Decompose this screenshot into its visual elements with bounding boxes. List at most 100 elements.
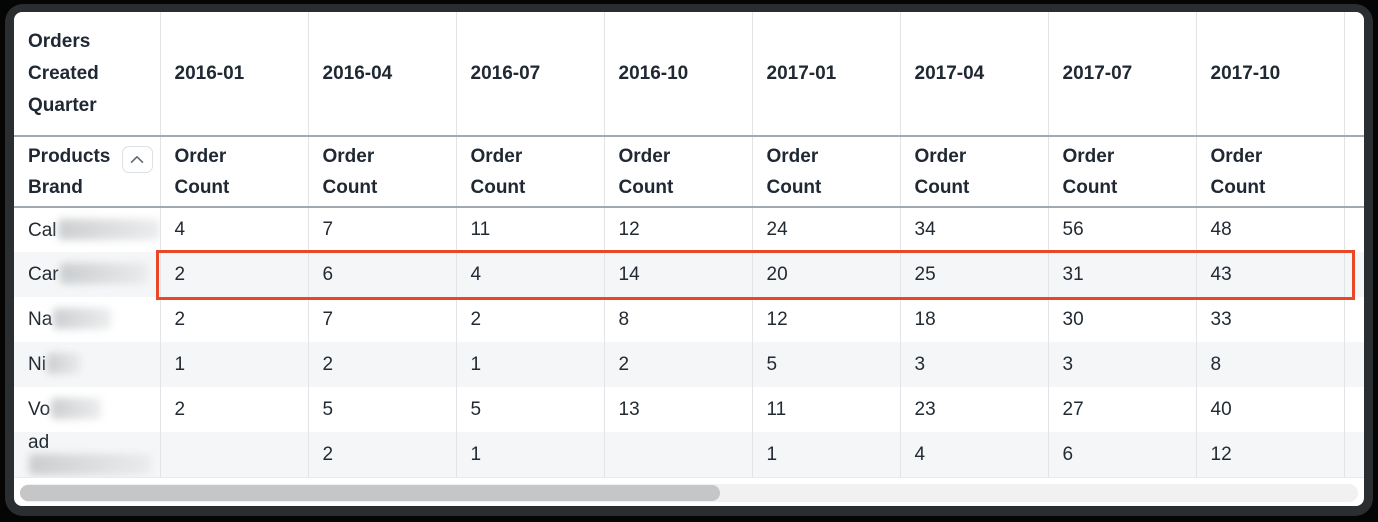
value-cell[interactable]: 4 (159, 207, 308, 252)
value-cell[interactable]: 7 (307, 297, 456, 342)
value-cell[interactable]: 3 (899, 342, 1048, 387)
corner-header-label: Orders Created Quarter (28, 30, 99, 116)
brand-row-header-cell[interactable]: Cal (14, 207, 160, 252)
value-cell[interactable]: 27 (1047, 387, 1196, 432)
value-cell[interactable]: 5 (751, 342, 900, 387)
value-cell[interactable]: 33 (1195, 297, 1344, 342)
metric-header-cell[interactable]: Order Count (455, 136, 604, 208)
value-cell[interactable]: 1 (159, 342, 308, 387)
value-cell[interactable]: 20 (751, 252, 900, 297)
value-cell[interactable] (603, 432, 752, 478)
quarter-header-row: Orders Created Quarter 2016-01 2016-04 201… (14, 12, 1364, 137)
quarter-header-cell[interactable]: 2017-01 (751, 12, 900, 137)
redacted-text-blur (57, 218, 160, 240)
value-cell[interactable]: 7 (307, 207, 456, 252)
value-cell[interactable]: 2 (159, 297, 308, 342)
clipped-next-column-cell (1343, 297, 1364, 342)
metric-header-cell[interactable]: Order Count (1195, 136, 1344, 208)
quarter-header-label: 2017-01 (766, 62, 837, 84)
value-cell[interactable]: 14 (603, 252, 752, 297)
metric-label: Order Count (914, 145, 970, 198)
pivot-table-body: Cal 4 7 11 12 24 34 56 48 Car 2 6 4 14 20 25 31 43 Na 2 7 2 8 1… (14, 207, 1364, 478)
quarter-header-cell[interactable]: 2016-01 (159, 12, 308, 137)
metric-label: Order Count (174, 145, 230, 198)
value-cell[interactable]: 8 (1195, 342, 1344, 387)
brand-row-header-cell[interactable]: ad (14, 432, 160, 478)
value-cell[interactable]: 3 (1047, 342, 1196, 387)
value-cell[interactable]: 31 (1047, 252, 1196, 297)
clipped-next-column-cell (1343, 12, 1364, 137)
value-cell[interactable]: 2 (603, 342, 752, 387)
quarter-header-cell[interactable]: 2016-07 (455, 12, 604, 137)
value-cell[interactable]: 24 (751, 207, 900, 252)
chevron-up-icon (130, 152, 144, 167)
value-cell[interactable]: 2 (307, 432, 456, 478)
table-row: Cal 4 7 11 12 24 34 56 48 (14, 207, 1364, 252)
value-cell[interactable]: 30 (1047, 297, 1196, 342)
value-cell[interactable]: 13 (603, 387, 752, 432)
value-cell[interactable]: 56 (1047, 207, 1196, 252)
value-cell[interactable]: 2 (307, 342, 456, 387)
table-row: Vo 2 5 5 13 11 23 27 40 (14, 387, 1364, 432)
value-cell[interactable]: 12 (751, 297, 900, 342)
value-cell[interactable]: 1 (455, 342, 604, 387)
sort-ascending-button[interactable] (121, 146, 153, 173)
value-cell[interactable]: 43 (1195, 252, 1344, 297)
brand-label-prefix: Cal (28, 219, 57, 241)
value-cell[interactable]: 4 (455, 252, 604, 297)
clipped-next-column-cell (1343, 252, 1364, 297)
value-cell[interactable]: 2 (159, 387, 308, 432)
value-cell[interactable]: 5 (455, 387, 604, 432)
value-cell[interactable]: 12 (1195, 432, 1344, 478)
value-cell[interactable]: 18 (899, 297, 1048, 342)
pivot-table-panel: Orders Created Quarter 2016-01 2016-04 201… (14, 12, 1364, 506)
value-cell[interactable]: 12 (603, 207, 752, 252)
corner-header-cell[interactable]: Orders Created Quarter (14, 12, 160, 137)
brand-row-header-cell[interactable]: Na (14, 297, 160, 342)
quarter-header-cell[interactable]: 2017-04 (899, 12, 1048, 137)
value-cell[interactable]: 34 (899, 207, 1048, 252)
value-cell[interactable]: 6 (1047, 432, 1196, 478)
value-cell[interactable]: 5 (307, 387, 456, 432)
value-cell[interactable]: 4 (899, 432, 1048, 478)
redacted-text-blur (29, 454, 151, 475)
metric-header-cell[interactable]: Order Count (899, 136, 1048, 208)
value-cell[interactable]: 6 (307, 252, 456, 297)
clipped-next-column-cell (1343, 136, 1364, 208)
metric-header-cell[interactable]: Order Count (751, 136, 900, 208)
value-cell[interactable] (159, 432, 308, 478)
quarter-header-cell[interactable]: 2016-04 (307, 12, 456, 137)
metric-header-cell[interactable]: Order Count (307, 136, 456, 208)
table-row: Na 2 7 2 8 12 18 30 33 (14, 297, 1364, 342)
value-cell[interactable]: 8 (603, 297, 752, 342)
metric-label: Order Count (618, 145, 674, 198)
metric-label: Order Count (1210, 145, 1266, 198)
brand-row-header-cell[interactable]: Vo (14, 387, 160, 432)
value-cell[interactable]: 40 (1195, 387, 1344, 432)
value-cell[interactable]: 11 (455, 207, 604, 252)
horizontal-scrollbar[interactable] (20, 484, 1358, 502)
value-cell[interactable]: 2 (455, 297, 604, 342)
value-cell[interactable]: 11 (751, 387, 900, 432)
value-cell[interactable]: 48 (1195, 207, 1344, 252)
quarter-header-cell[interactable]: 2017-07 (1047, 12, 1196, 137)
value-cell[interactable]: 23 (899, 387, 1048, 432)
row-dimension-header-cell[interactable]: Products Brand (14, 136, 160, 208)
value-cell[interactable]: 1 (751, 432, 900, 478)
quarter-header-label: 2017-10 (1210, 62, 1281, 84)
value-cell[interactable]: 1 (455, 432, 604, 478)
scrollbar-thumb[interactable] (20, 485, 720, 501)
value-cell[interactable]: 25 (899, 252, 1048, 297)
value-cell[interactable]: 2 (159, 252, 308, 297)
brand-label-prefix: Na (28, 309, 53, 330)
brand-row-header-cell[interactable]: Car (14, 252, 160, 297)
quarter-header-cell[interactable]: 2016-10 (603, 12, 752, 137)
brand-row-header-cell[interactable]: Ni (14, 342, 160, 387)
metric-header-cell[interactable]: Order Count (159, 136, 308, 208)
quarter-header-label: 2017-04 (914, 62, 985, 84)
quarter-header-label: 2016-04 (322, 62, 393, 84)
pivot-table: Orders Created Quarter 2016-01 2016-04 201… (14, 12, 1364, 478)
quarter-header-cell[interactable]: 2017-10 (1195, 12, 1344, 137)
metric-header-cell[interactable]: Order Count (603, 136, 752, 208)
metric-header-cell[interactable]: Order Count (1047, 136, 1196, 208)
